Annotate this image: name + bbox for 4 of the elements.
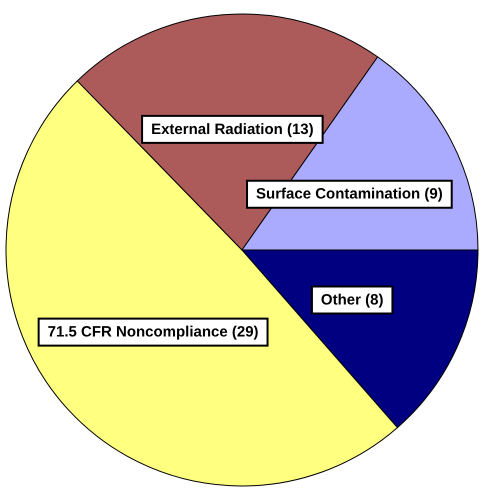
slice-label: Surface Contamination (9) [256,186,443,203]
slice-label: 71.5 CFR Noncompliance (29) [48,324,259,341]
slice-label: External Radiation (13) [151,120,314,138]
slice-label: Other (8) [320,292,384,308]
